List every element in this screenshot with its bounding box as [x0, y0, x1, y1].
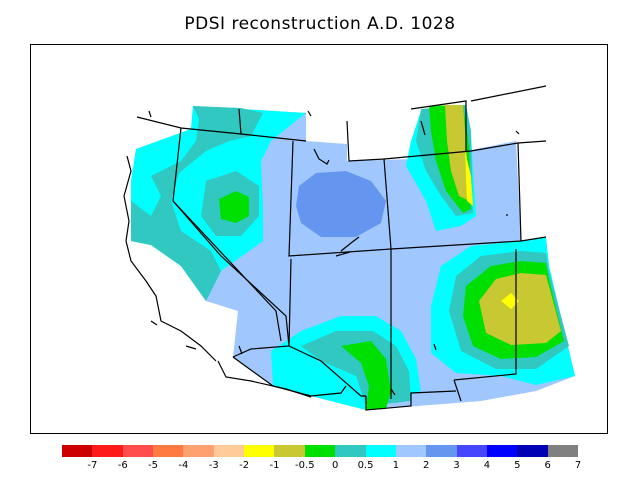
map-title: PDSI reconstruction A.D. 1028 — [184, 14, 456, 34]
field-class-neg2-north — [465, 151, 473, 206]
legend-tick-label: -6 — [117, 460, 128, 471]
field-class-2-center — [296, 171, 386, 237]
legend-swatch — [122, 445, 154, 457]
legend-tick-label: 0 — [331, 460, 339, 471]
legend-swatch — [517, 445, 549, 457]
field-class-neg1-north — [445, 105, 469, 201]
legend-swatch — [456, 445, 488, 457]
legend-swatch — [547, 445, 579, 457]
legend-swatch — [62, 445, 93, 457]
legend-tick-label: -4 — [178, 460, 189, 471]
legend-tick-label: -0.5 — [295, 460, 315, 471]
map-frame — [30, 44, 608, 434]
legend-tick-label: 1 — [392, 460, 400, 471]
legend-swatch — [486, 445, 518, 457]
color-legend: -7 -6 -5 -4 -3 -2 -1 -0.5 0 0.5 1 2 3 4 5 6 7 — [62, 445, 582, 475]
legend-swatch — [395, 445, 427, 457]
legend-tick-label: -7 — [87, 460, 98, 471]
pdsi-map — [123, 85, 575, 411]
field-class-neg2-east — [501, 293, 519, 309]
field-class-neg1-east — [479, 273, 561, 345]
field-class-0-west — [131, 106, 263, 301]
legend-swatch — [183, 445, 215, 457]
legend-swatch — [153, 445, 184, 457]
legend-swatch — [426, 445, 458, 457]
legend-swatch — [304, 445, 336, 457]
water-features — [148, 110, 520, 396]
legend-tick-label: 2 — [423, 460, 430, 471]
legend-tick-label: -3 — [208, 460, 219, 471]
legend-swatch — [92, 445, 124, 457]
legend-swatch — [274, 445, 306, 457]
legend-swatch — [244, 445, 275, 457]
legend-tick-label: 4 — [483, 460, 491, 471]
legend-tick-label: -2 — [239, 460, 250, 471]
legend-tick-label: 7 — [574, 460, 582, 471]
legend-tick-label: -1 — [269, 460, 280, 471]
state-boundaries — [123, 85, 547, 411]
field-class-neg0.5-nevada — [219, 191, 249, 223]
legend-tick-label: 6 — [544, 460, 551, 471]
legend-tick-label: 5 — [514, 460, 521, 471]
legend-tick-label: -5 — [148, 460, 159, 471]
legend-tick-label: 3 — [453, 460, 460, 471]
field-class-neg0.5-south — [341, 341, 391, 410]
legend-swatch — [213, 445, 245, 457]
legend-swatch — [365, 445, 397, 457]
legend-swatch — [335, 445, 367, 457]
legend-tick-label: 0.5 — [357, 460, 374, 471]
